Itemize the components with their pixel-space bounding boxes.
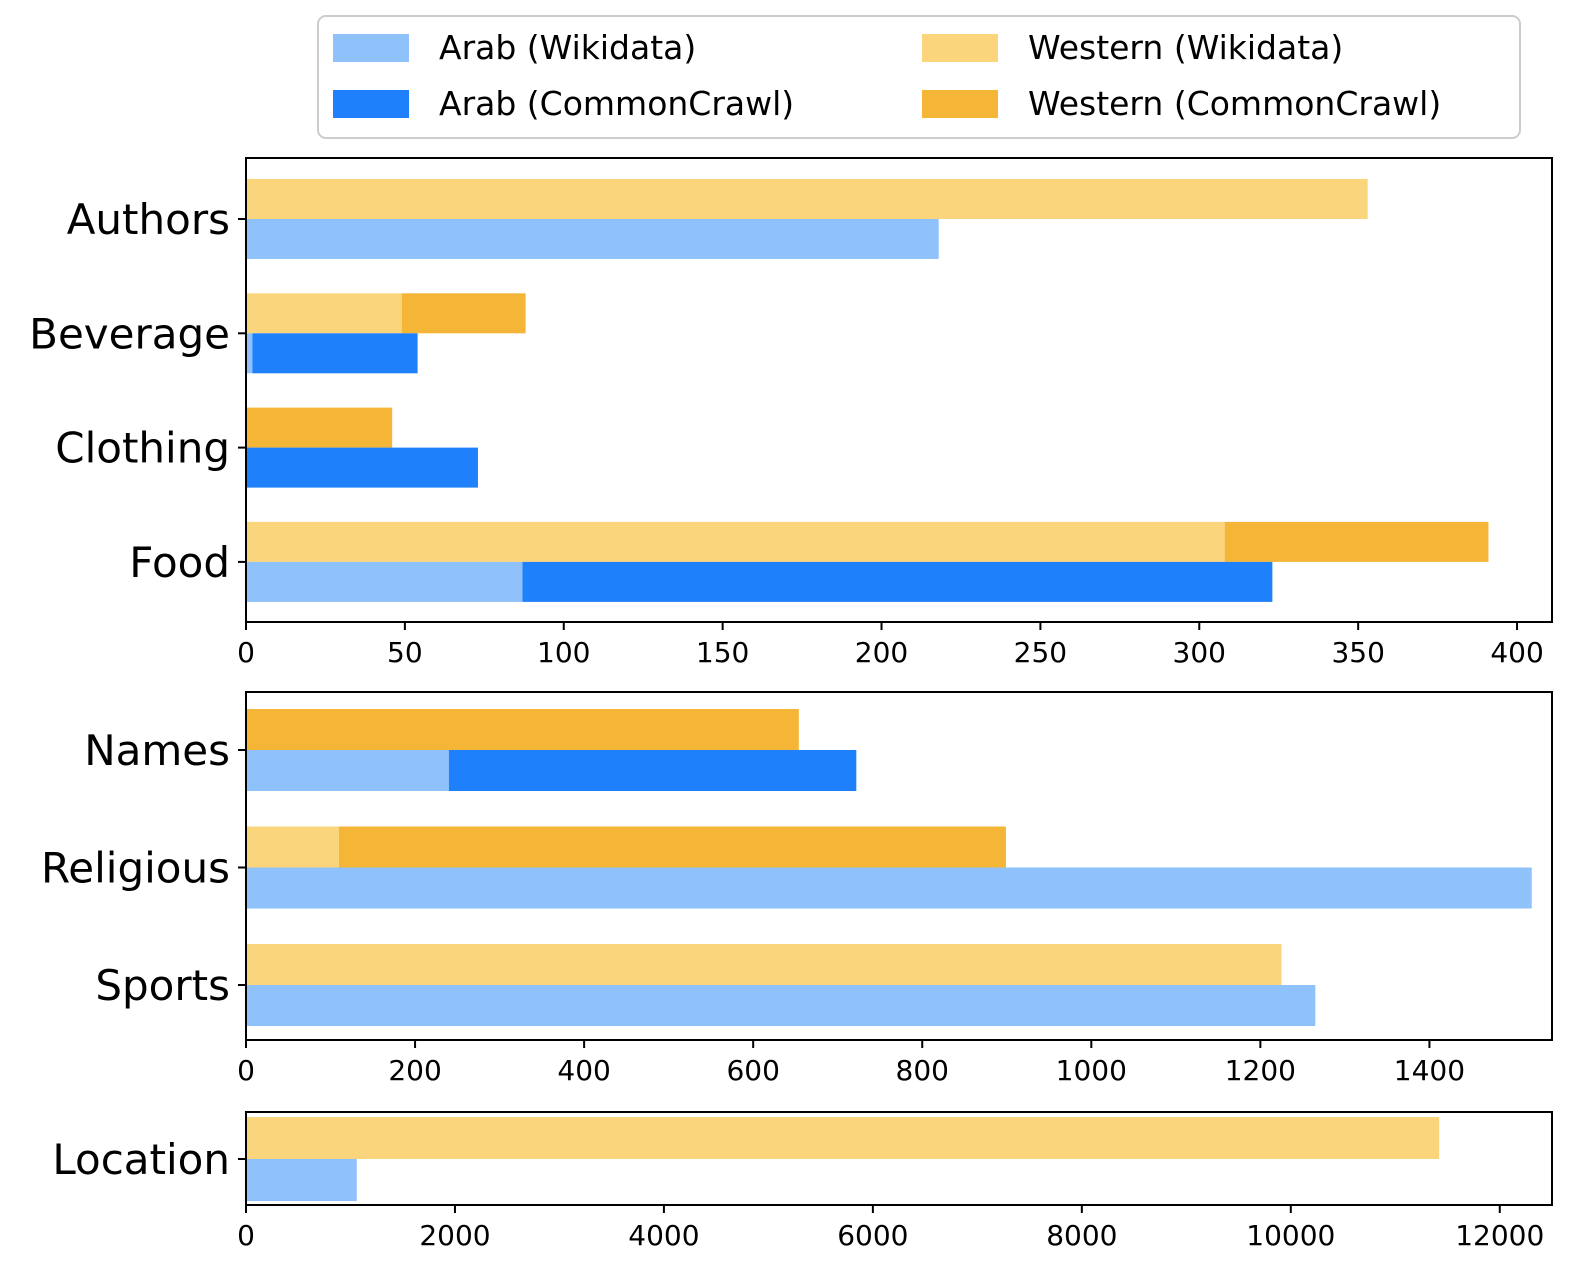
legend-label-arab-commoncrawl: Arab (CommonCrawl) — [439, 84, 794, 123]
x-tick-label-100: 100 — [537, 636, 590, 669]
x-tick-label-1000: 1000 — [1056, 1054, 1127, 1087]
bar-sports-western-wiki — [246, 944, 1282, 985]
category-label-clothing: Clothing — [55, 424, 230, 473]
x-tick-label-400: 400 — [557, 1054, 610, 1087]
axes-frame — [245, 157, 1553, 623]
legend: Arab (Wikidata) Western (Wikidata) Arab (C… — [317, 15, 1521, 139]
panel-2: Names Religious Sports 0 200 400 600 800 1000 120… — [41, 691, 1553, 1087]
x-tick-label-6000: 6000 — [837, 1219, 908, 1252]
bar-beverage-arab-cc — [252, 333, 418, 374]
category-label-food: Food — [129, 538, 230, 587]
x-tick-label-600: 600 — [726, 1054, 779, 1087]
bar-names-arab-wiki — [246, 750, 449, 791]
bar-location-arab-wiki — [246, 1159, 357, 1201]
category-label-religious: Religious — [41, 844, 230, 893]
legend-swatch-western-commoncrawl — [922, 90, 998, 118]
x-tick-label-8000: 8000 — [1046, 1219, 1117, 1252]
bar-clothing-western-cc — [246, 407, 393, 448]
legend-swatch-arab-commoncrawl — [333, 90, 409, 118]
category-label-location: Location — [52, 1135, 230, 1184]
category-label-sports: Sports — [95, 961, 230, 1010]
legend-label-western-wikidata: Western (Wikidata) — [1028, 28, 1343, 67]
bar-food-western-cc — [1224, 521, 1489, 562]
panel-3: Location 0 2000 4000 6000 8000 10000 12000 — [52, 1111, 1553, 1252]
x-tick-label-12000: 12000 — [1455, 1219, 1544, 1252]
category-label-authors: Authors — [67, 195, 230, 244]
bar-food-arab-wiki — [246, 561, 523, 602]
x-tick-label-50: 50 — [387, 636, 423, 669]
x-tick-label-300: 300 — [1173, 636, 1226, 669]
bar-sports-arab-wiki — [246, 985, 1316, 1026]
bar-names-western-cc — [246, 709, 799, 750]
bar-authors-western-wiki — [246, 179, 1368, 219]
x-tick-label-350: 350 — [1331, 636, 1384, 669]
chart-panels: Authors Beverage Clothing Food 0 50 100 150 200 2… — [29, 157, 1553, 1252]
legend-frame — [317, 15, 1521, 139]
x-tick-label-10000: 10000 — [1246, 1219, 1335, 1252]
category-label-beverage: Beverage — [29, 309, 230, 358]
x-tick-label-250: 250 — [1014, 636, 1067, 669]
bar-religious-western-wiki — [246, 826, 339, 868]
x-tick-label-1400: 1400 — [1394, 1054, 1465, 1087]
legend-swatch-arab-wikidata — [333, 34, 409, 62]
x-tick-label-800: 800 — [896, 1054, 949, 1087]
x-tick-label-0: 0 — [237, 1219, 255, 1252]
category-label-names: Names — [84, 726, 230, 775]
bar-authors-arab-wiki — [246, 219, 939, 259]
axes-frame — [245, 691, 1553, 1041]
x-tick-label-2000: 2000 — [419, 1219, 490, 1252]
legend-label-western-commoncrawl: Western (CommonCrawl) — [1028, 84, 1441, 123]
x-tick-label-4000: 4000 — [628, 1219, 699, 1252]
x-tick-label-200: 200 — [855, 636, 908, 669]
bar-food-arab-cc — [522, 561, 1273, 602]
axes-frame — [245, 1111, 1553, 1206]
bar-religious-western-cc — [338, 826, 1006, 868]
bar-beverage-western-cc — [401, 293, 526, 334]
bar-religious-arab-wiki — [246, 867, 1532, 909]
bar-food-western-wiki — [246, 521, 1225, 562]
bar-location-western-wiki — [246, 1117, 1440, 1159]
x-tick-label-200: 200 — [388, 1054, 441, 1087]
bar-beverage-arab-wiki — [246, 333, 253, 374]
legend-swatch-western-wikidata — [922, 34, 998, 62]
x-tick-label-0: 0 — [237, 1054, 255, 1087]
legend-label-arab-wikidata: Arab (Wikidata) — [439, 28, 696, 67]
bar-beverage-western-wiki — [246, 293, 402, 334]
bar-names-arab-cc — [448, 750, 857, 791]
panel-1: Authors Beverage Clothing Food 0 50 100 150 200 2… — [29, 157, 1553, 669]
x-tick-label-150: 150 — [696, 636, 749, 669]
bar-clothing-arab-cc — [246, 447, 478, 488]
x-tick-label-400: 400 — [1490, 636, 1543, 669]
x-tick-label-0: 0 — [237, 636, 255, 669]
x-tick-label-1200: 1200 — [1225, 1054, 1296, 1087]
